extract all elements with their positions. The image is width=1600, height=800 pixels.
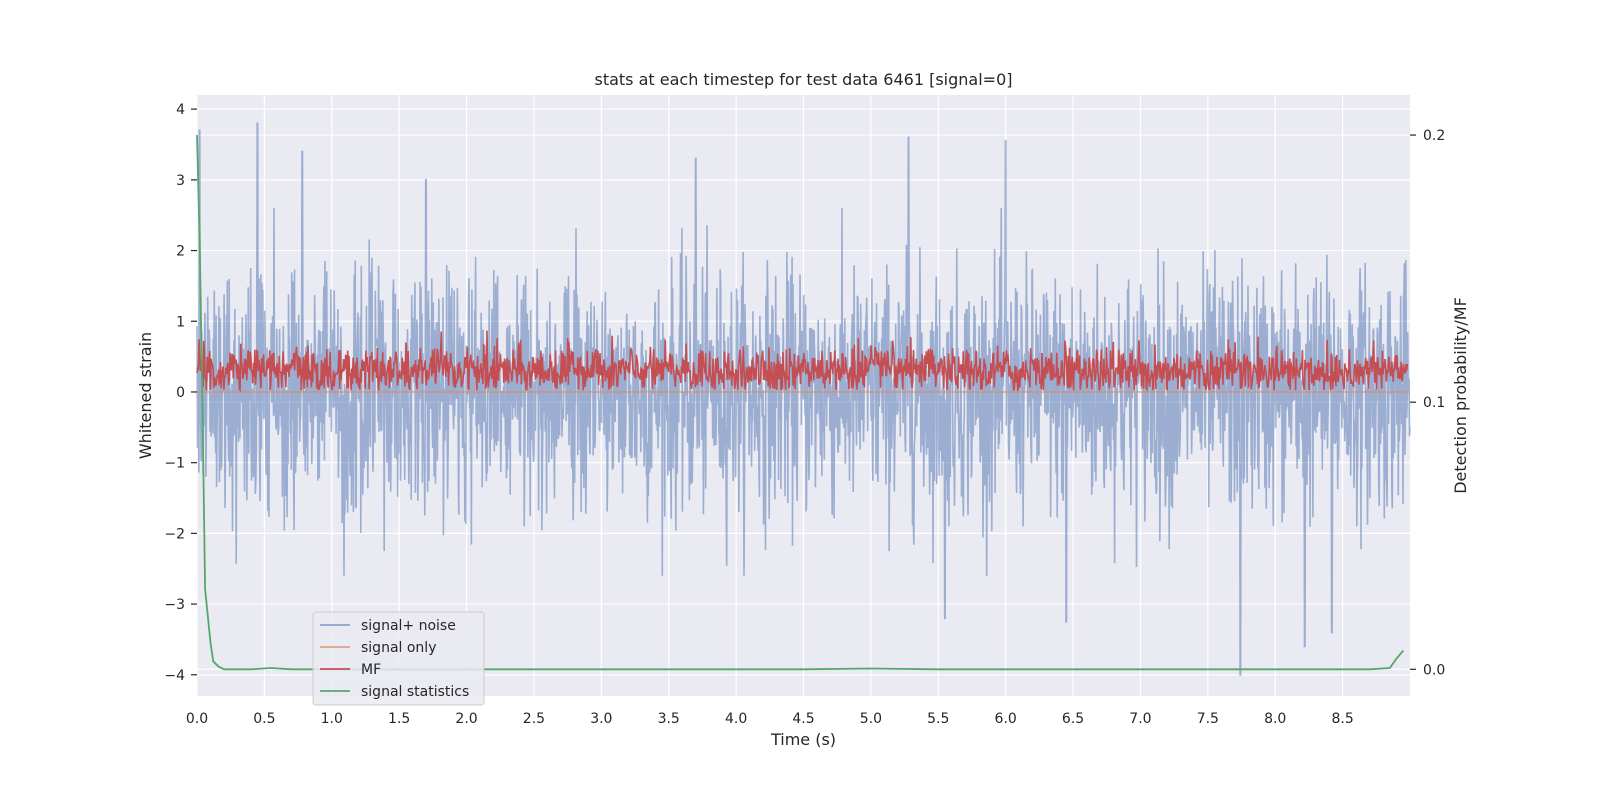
x-tick-label: 1.5: [388, 711, 410, 727]
x-tick-label: 1.0: [321, 711, 343, 727]
y-tick-label: −1: [164, 456, 185, 472]
legend-label: signal statistics: [361, 684, 469, 700]
x-tick-label: 5.0: [860, 711, 882, 727]
x-tick-label: 7.0: [1129, 711, 1151, 727]
x-axis-ticks: 0.0 0.5 1.0 1.5 2.0 2.5 3.0 3.5 4.0 4.5 5.0 5.5 6.0 6…: [186, 711, 1354, 727]
x-tick-label: 6.0: [995, 711, 1017, 727]
y2-tick-label: 0.0: [1423, 662, 1445, 678]
mf-series: [196, 330, 1409, 393]
legend-box: [312, 611, 485, 706]
x-tick-label: 7.5: [1197, 711, 1219, 727]
y-tick-label: 1: [176, 314, 185, 330]
x-tick-label: 8.5: [1331, 711, 1353, 727]
y-tick-label: −2: [164, 526, 185, 542]
legend-label: signal only: [361, 640, 436, 656]
y-tick-label: 2: [176, 244, 185, 260]
x-tick-label: 8.0: [1264, 711, 1286, 727]
x-tick-label: 5.5: [927, 711, 949, 727]
x-tick-label: 2.0: [455, 711, 477, 727]
x-tick-label: 0.5: [253, 711, 275, 727]
x-tick-label: 2.5: [523, 711, 545, 727]
y-axis-ticks: −4 −3 −2 −1 0 1 2 3 4: [164, 102, 197, 684]
x-tick-label: 3.0: [590, 711, 612, 727]
legend: signal+ noise signal only MF signal statist…: [312, 611, 485, 706]
signal-statistics-series: [196, 135, 1404, 671]
chart-title: stats at each timestep for test data 646…: [594, 70, 1012, 89]
x-tick-label: 4.5: [792, 711, 814, 727]
signal-statistics-line: [196, 135, 1404, 671]
y-tick-label: 4: [176, 102, 185, 118]
y-tick-label: 3: [176, 173, 185, 189]
y-axis-label: Whitened strain: [136, 332, 155, 459]
x-tick-label: 0.0: [186, 711, 208, 727]
y2-tick-label: 0.1: [1423, 395, 1445, 411]
x-axis-label: Time (s): [770, 730, 836, 749]
legend-label: signal+ noise: [361, 618, 456, 634]
y-tick-label: −3: [164, 597, 185, 613]
y2-axis-ticks: 0.0 0.1 0.2: [1410, 128, 1445, 678]
y2-tick-label: 0.2: [1423, 128, 1445, 144]
y-tick-label: 0: [176, 385, 185, 401]
legend-label: MF: [361, 662, 381, 678]
x-tick-label: 6.5: [1062, 711, 1084, 727]
y-tick-label: −4: [164, 668, 185, 684]
x-tick-label: 4.0: [725, 711, 747, 727]
mf-line: [196, 330, 1409, 393]
y2-axis-label: Detection probability/MF: [1451, 297, 1470, 494]
x-tick-label: 3.5: [658, 711, 680, 727]
